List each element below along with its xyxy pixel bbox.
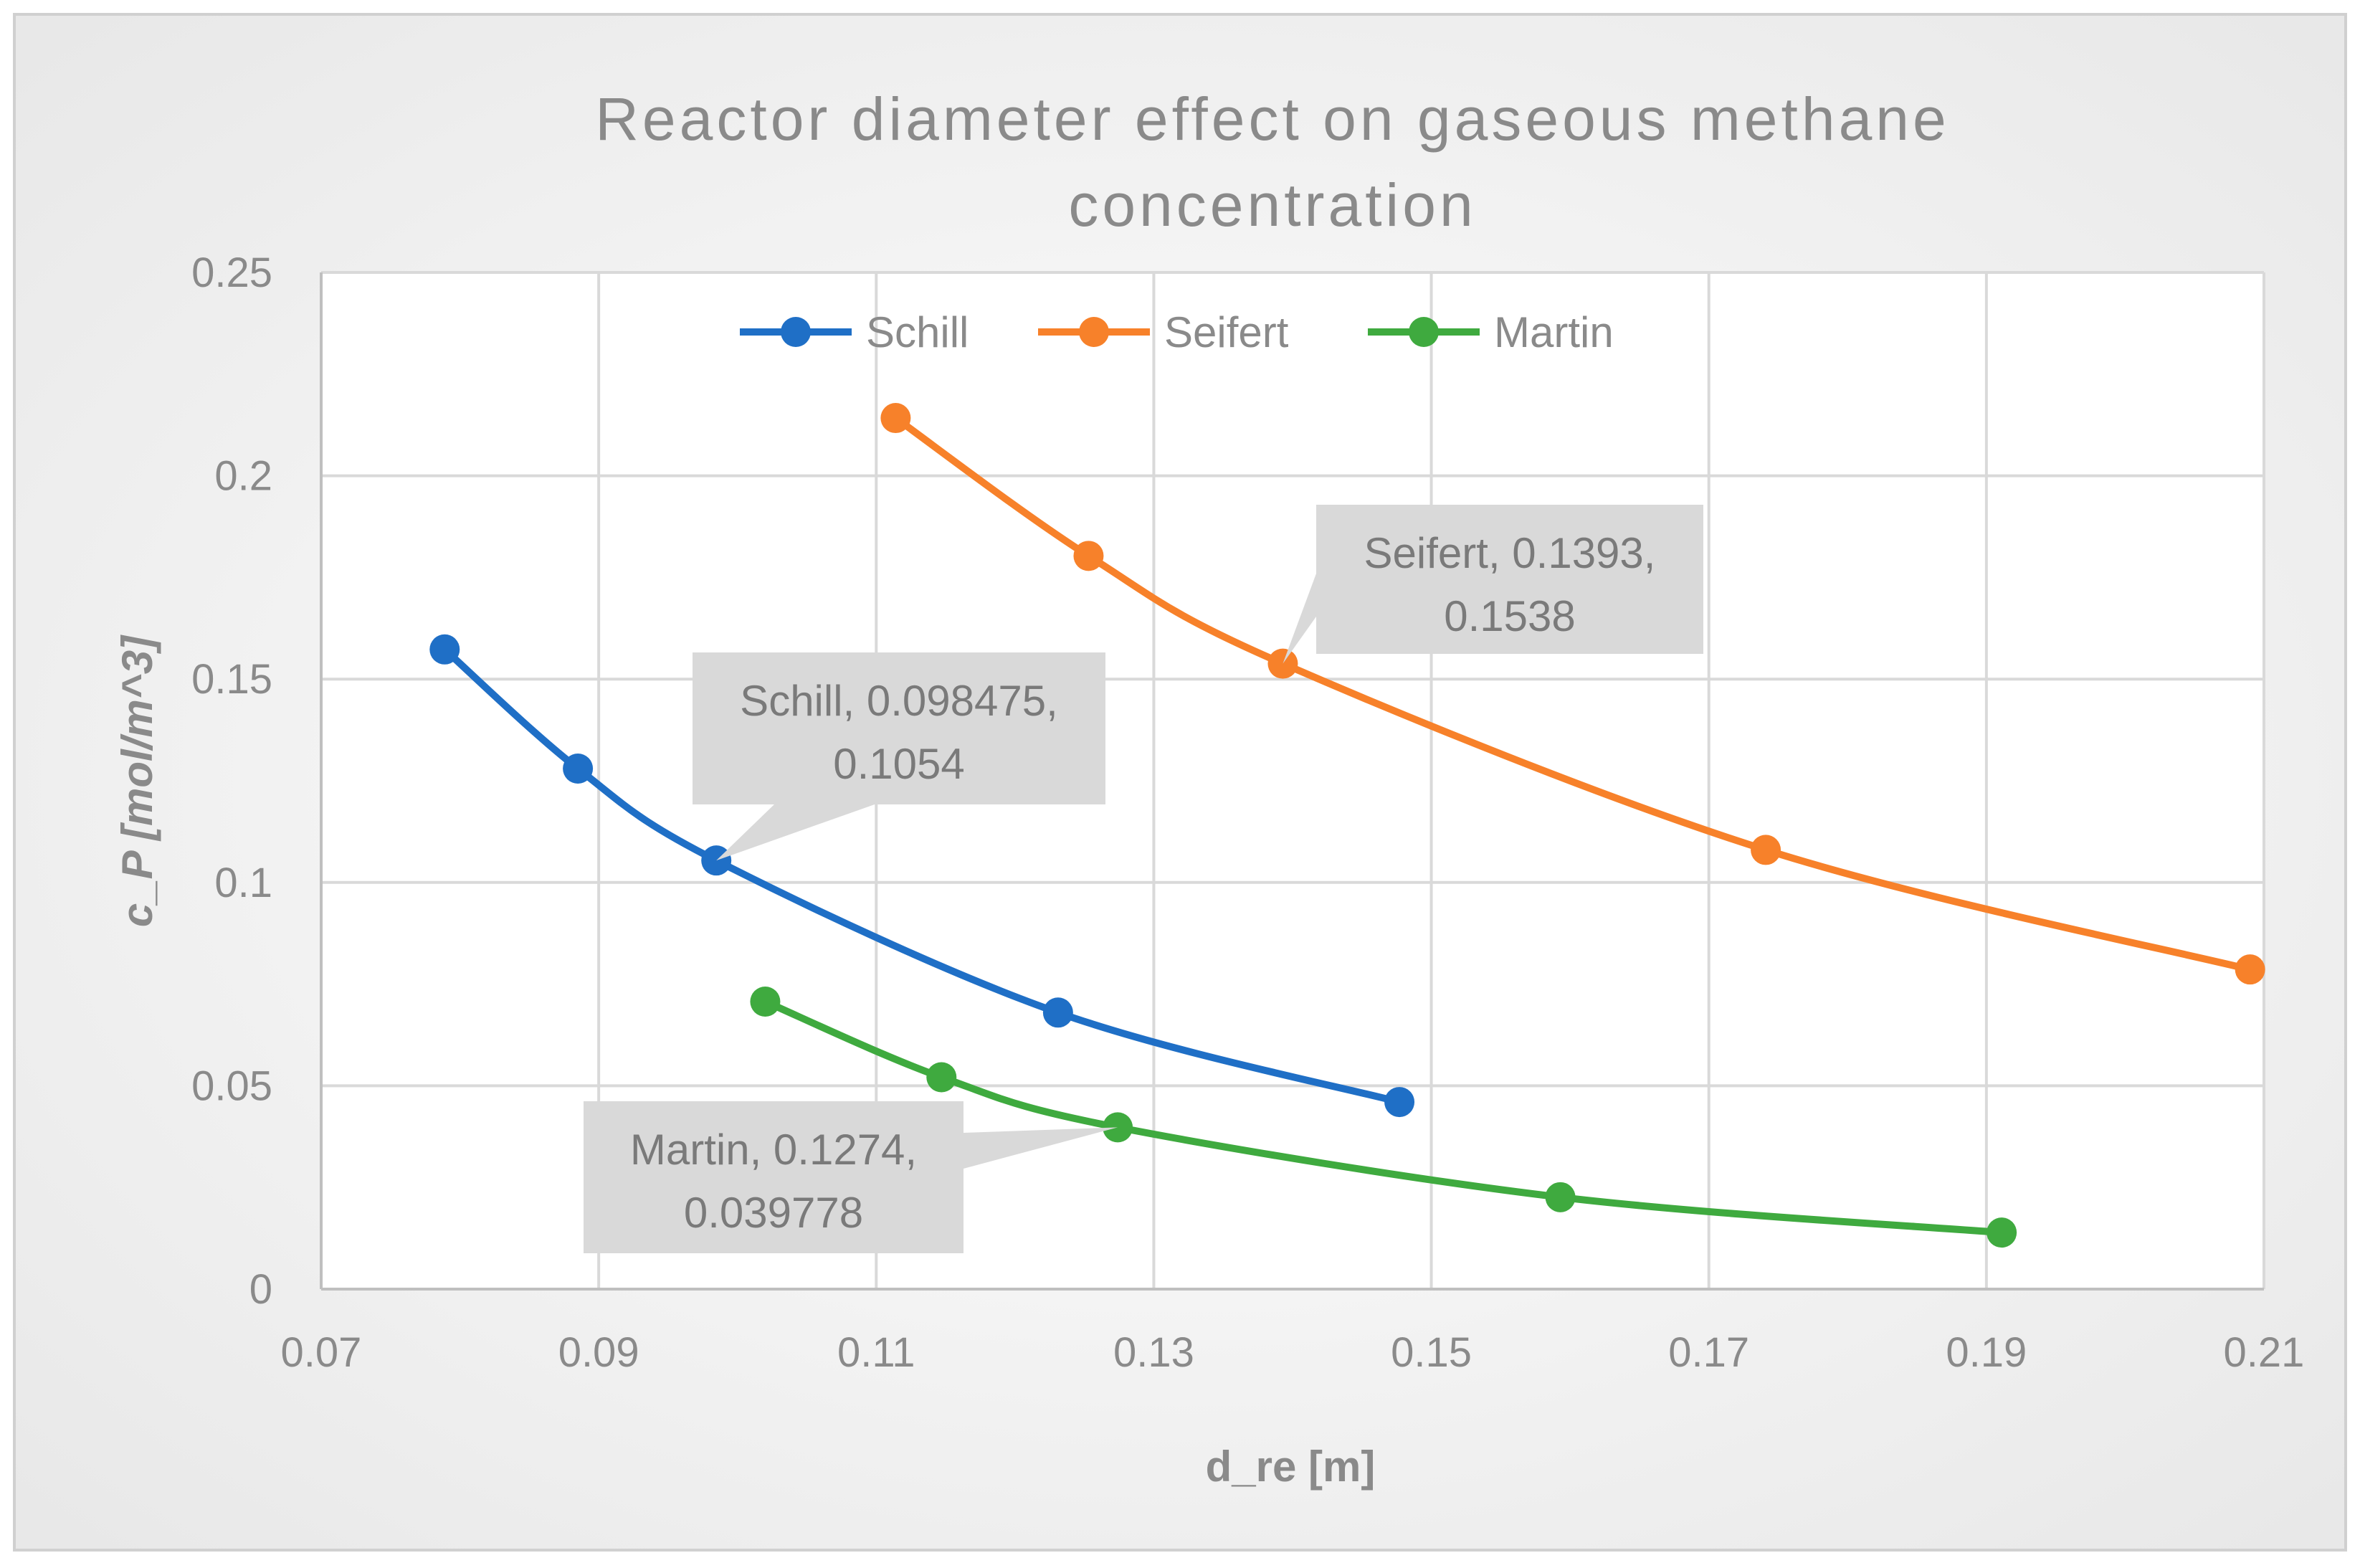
callout-box-seifert [1316, 505, 1703, 654]
callout-pointer-martin [963, 1127, 1118, 1169]
chart-title-line-1: Reactor diameter effect on gaseous metha… [595, 85, 1949, 153]
y-axis-label: c_P [mol/m^3] [113, 635, 161, 927]
legend-swatch-marker-seifert [1079, 317, 1109, 347]
data-callout-schill: Schill, 0.098475, 0.1054 [693, 652, 1105, 861]
callout-box-schill [693, 652, 1105, 804]
data-point-seifert-0 [880, 403, 911, 434]
callout-text-martin: Martin, 0.1274, [630, 1126, 917, 1174]
x-tick-label: 0.15 [1391, 1329, 1472, 1376]
y-tick-label: 0.2 [214, 453, 272, 500]
axes: 0.07 0.09 0.11 0.13 0.15 0.17 0.19 0.21 0 0.05 0.1… [191, 250, 2304, 1376]
callout-text-seifert: 0.1538 [1444, 592, 1576, 640]
callout-pointer-seifert [1283, 574, 1316, 664]
series [429, 403, 2265, 1248]
callout-pointer-schill [716, 804, 875, 861]
data-point-martin-0 [750, 986, 781, 1017]
data-point-schill-4 [1384, 1087, 1415, 1118]
callout-text-schill: 0.1054 [833, 740, 965, 788]
series-schill [429, 634, 1415, 1118]
y-tick-label: 0.05 [191, 1063, 272, 1109]
annotations: Schill, 0.098475, 0.1054 Seifert, 0.1393, 0… [584, 505, 1703, 1253]
data-callout-martin: Martin, 0.1274, 0.039778 [584, 1101, 1118, 1253]
series-line-schill [441, 645, 1404, 1106]
data-point-schill-0 [429, 634, 460, 665]
legend-swatch-marker-schill [781, 317, 811, 347]
data-point-seifert-4 [2235, 954, 2265, 985]
x-tick-label: 0.13 [1113, 1329, 1194, 1376]
y-tick-label: 0.15 [191, 656, 272, 703]
legend-swatch-marker-martin [1409, 317, 1439, 347]
legend-item-schill: Schill [740, 308, 969, 356]
legend-item-seifert: Seifert [1038, 308, 1289, 356]
y-tick-label: 0 [249, 1266, 272, 1313]
series-martin [750, 986, 2017, 1248]
y-tick-label: 0.25 [191, 250, 272, 296]
x-axis-label: d_re [m] [1206, 1443, 1376, 1491]
legend-label-martin: Martin [1494, 308, 1614, 356]
data-callout-seifert: Seifert, 0.1393, 0.1538 [1283, 505, 1703, 664]
x-tick-label: 0.19 [1946, 1329, 2027, 1376]
data-point-schill-1 [563, 753, 594, 784]
x-tick-label: 0.07 [281, 1329, 362, 1376]
callout-text-schill: Schill, 0.098475, [740, 677, 1058, 725]
data-point-seifert-3 [1751, 835, 1781, 865]
series-line-martin [761, 998, 2006, 1237]
data-point-seifert-1 [1073, 541, 1104, 571]
data-point-schill-3 [1042, 997, 1073, 1028]
callout-text-martin: 0.039778 [684, 1189, 863, 1237]
data-point-martin-1 [926, 1062, 957, 1093]
x-tick-label: 0.21 [2224, 1329, 2305, 1376]
chart-title-line-2: concentration [1068, 171, 1476, 239]
data-point-martin-3 [1545, 1182, 1576, 1212]
legend: Schill Seifert Martin [740, 308, 1614, 356]
data-point-martin-4 [1987, 1217, 2017, 1248]
x-tick-label: 0.11 [837, 1329, 915, 1376]
series-line-seifert [892, 414, 2254, 974]
y-tick-label: 0.1 [214, 860, 272, 906]
callout-text-seifert: Seifert, 0.1393, [1364, 529, 1656, 577]
x-tick-label: 0.17 [1668, 1329, 1749, 1376]
callout-box-martin [584, 1101, 963, 1253]
legend-label-seifert: Seifert [1164, 308, 1289, 356]
legend-item-martin: Martin [1368, 308, 1614, 356]
legend-label-schill: Schill [866, 308, 969, 356]
x-tick-label: 0.09 [558, 1329, 639, 1376]
